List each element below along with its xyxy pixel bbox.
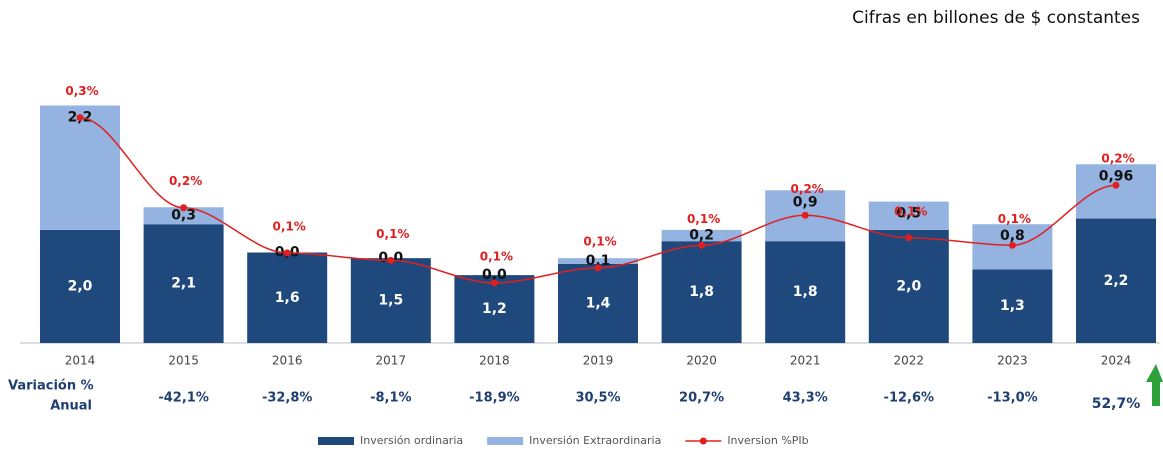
x-tick-label: 2023 bbox=[997, 354, 1028, 368]
x-tick-label: 2014 bbox=[65, 354, 96, 368]
bar bbox=[143, 224, 224, 343]
variation-value: -12,6% bbox=[884, 391, 935, 406]
data-label: 0,2 bbox=[689, 228, 714, 244]
variation-value: -42,1% bbox=[158, 391, 209, 406]
line-label: 0,2% bbox=[1101, 152, 1134, 166]
data-label: 1,2 bbox=[482, 301, 507, 317]
data-label: 1,3 bbox=[1000, 298, 1025, 314]
line-point bbox=[283, 249, 291, 257]
x-tick-label: 2022 bbox=[894, 354, 925, 368]
bar bbox=[40, 229, 120, 343]
data-label: 1,8 bbox=[793, 284, 818, 300]
bar bbox=[1076, 164, 1156, 219]
data-label: 0,0 bbox=[482, 267, 507, 283]
line-point bbox=[490, 279, 498, 287]
x-tick-label: 2017 bbox=[376, 354, 407, 368]
variation-value: -18,9% bbox=[469, 391, 520, 406]
bar bbox=[558, 258, 638, 264]
bar bbox=[247, 252, 328, 343]
x-tick-label: 2020 bbox=[686, 354, 717, 368]
x-tick-label: 2015 bbox=[168, 354, 199, 368]
legend-swatch bbox=[699, 437, 707, 445]
x-tick-label: 2018 bbox=[479, 354, 510, 368]
x-tick-label: 2019 bbox=[583, 354, 614, 368]
chart-title: Cifras en billones de $ constantes bbox=[852, 8, 1140, 28]
line-label: 0,1% bbox=[998, 212, 1031, 226]
data-label: 2,0 bbox=[896, 278, 921, 294]
data-label: 2,2 bbox=[1104, 273, 1129, 289]
variation-value: 52,7% bbox=[1092, 396, 1141, 412]
line-point bbox=[387, 256, 395, 264]
variation-value: -13,0% bbox=[987, 391, 1038, 406]
legend-swatch bbox=[318, 437, 354, 445]
data-label: 0,5 bbox=[896, 206, 921, 222]
line-label: 0,1% bbox=[687, 212, 720, 226]
line-label: 0,1% bbox=[480, 249, 513, 263]
legend-label: Inversion %PIb bbox=[727, 434, 808, 447]
variation-value: -8,1% bbox=[370, 391, 411, 406]
variation-value: 43,3% bbox=[783, 391, 828, 406]
data-label: 0,96 bbox=[1099, 168, 1134, 184]
legend-swatch bbox=[487, 437, 524, 445]
data-label: 1,5 bbox=[378, 293, 403, 309]
variation-label: Anual bbox=[50, 399, 92, 414]
line-point bbox=[1008, 241, 1016, 249]
x-tick-label: 2021 bbox=[790, 354, 821, 368]
line-label: 0,1% bbox=[273, 219, 306, 233]
data-label: 1,6 bbox=[275, 290, 300, 306]
data-label: 0,9 bbox=[793, 194, 818, 210]
variation-value: 30,5% bbox=[575, 391, 620, 406]
x-tick-label: 2024 bbox=[1101, 354, 1132, 368]
line-point bbox=[180, 204, 188, 212]
line-point bbox=[1112, 181, 1120, 189]
bar bbox=[40, 105, 120, 230]
line-point bbox=[594, 264, 602, 272]
bar bbox=[558, 263, 638, 343]
data-label: 0,1 bbox=[586, 253, 611, 269]
line-label: 0,1% bbox=[894, 204, 927, 218]
x-tick-label: 2016 bbox=[272, 354, 303, 368]
bar bbox=[972, 269, 1053, 343]
bar bbox=[868, 229, 949, 343]
line-label: 0,2% bbox=[791, 182, 824, 196]
line-point bbox=[905, 234, 913, 242]
line-label: 0,2% bbox=[169, 174, 202, 188]
bar bbox=[454, 275, 535, 343]
data-label: 0,3 bbox=[171, 208, 196, 224]
data-label: 2,0 bbox=[68, 278, 93, 294]
bar bbox=[350, 258, 431, 343]
data-label: 1,4 bbox=[586, 295, 611, 311]
bar bbox=[661, 229, 742, 242]
line-point bbox=[698, 241, 706, 249]
line-point bbox=[76, 114, 84, 122]
bar bbox=[1076, 218, 1156, 343]
data-label: 0,8 bbox=[1000, 228, 1025, 244]
variation-value: -32,8% bbox=[262, 391, 313, 406]
variation-label: Variación % bbox=[8, 379, 94, 394]
up-arrow bbox=[1146, 364, 1163, 406]
data-label: 1,8 bbox=[689, 284, 714, 300]
bar bbox=[765, 241, 846, 343]
bar bbox=[868, 201, 949, 230]
data-label: 2,1 bbox=[171, 276, 196, 292]
line-label: 0,3% bbox=[65, 84, 98, 98]
legend-label: Inversión Extraordinaria bbox=[529, 434, 661, 447]
bar bbox=[661, 241, 742, 343]
variation-value: 20,7% bbox=[679, 391, 724, 406]
line-label: 0,1% bbox=[583, 234, 616, 248]
legend-label: Inversión ordinaria bbox=[360, 434, 463, 447]
line-point bbox=[801, 211, 809, 219]
line-label: 0,1% bbox=[376, 227, 409, 241]
